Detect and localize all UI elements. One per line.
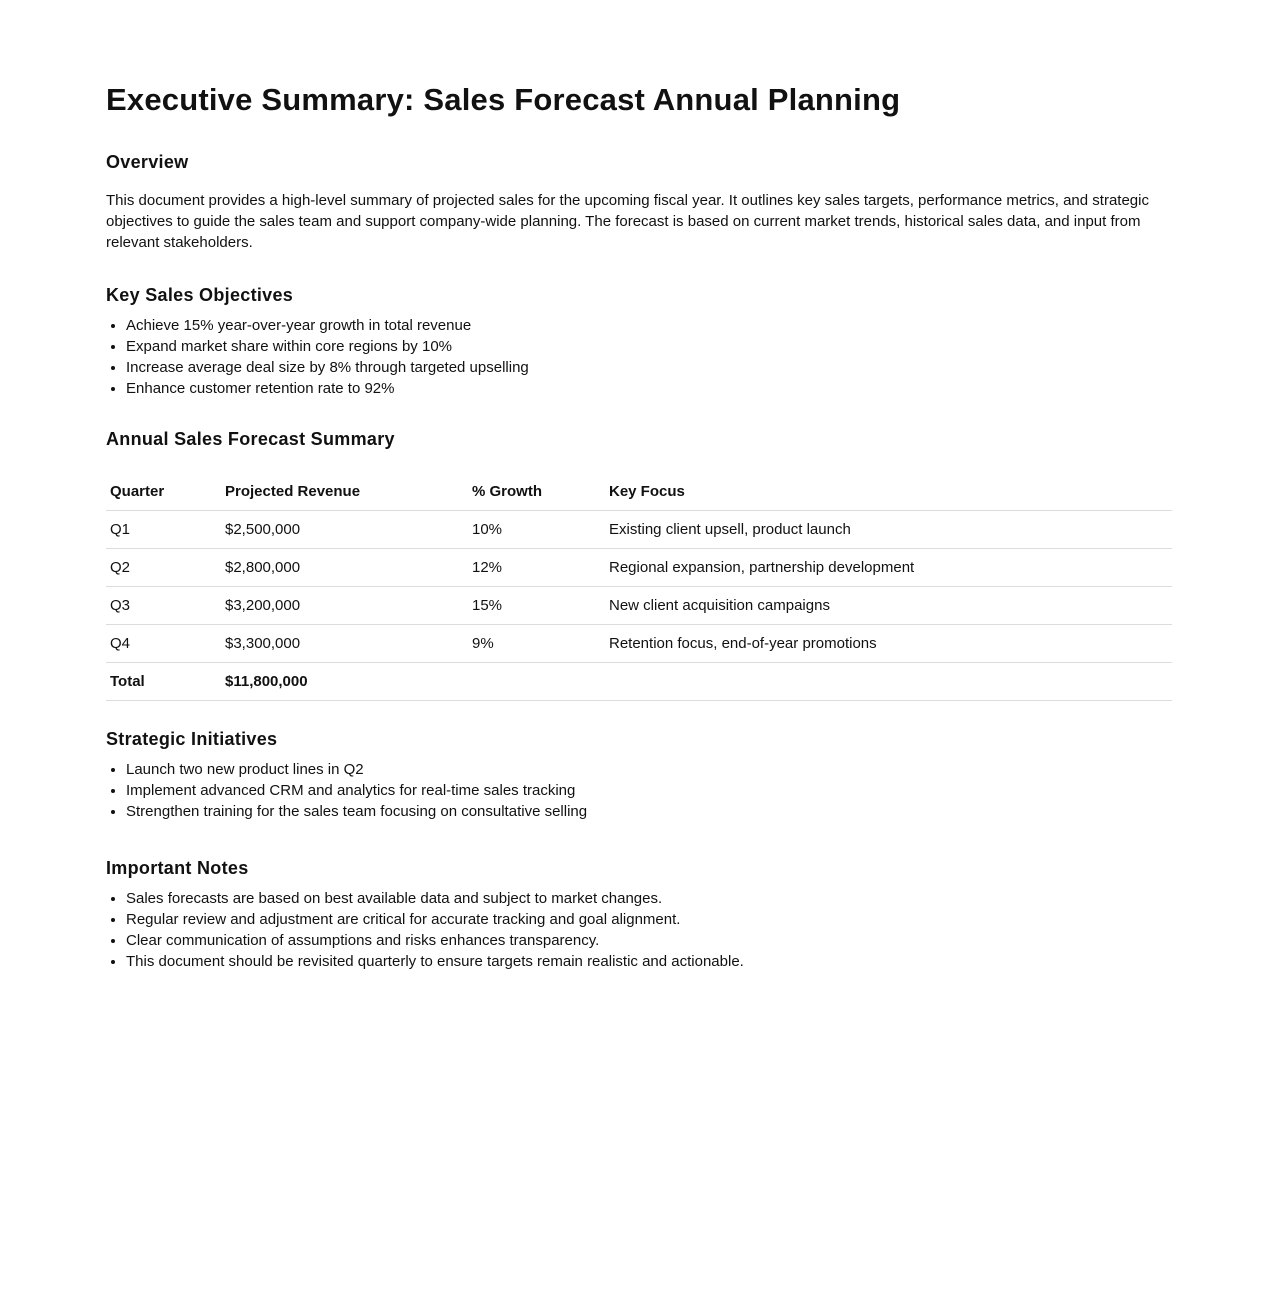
table-cell [468, 662, 605, 701]
table-row: Q1 $2,500,000 10% Existing client upsell… [106, 510, 1172, 549]
table-cell: $2,800,000 [221, 548, 468, 587]
notes-heading: Important Notes [106, 858, 249, 878]
table-cell: $3,200,000 [221, 586, 468, 625]
table-cell: Q1 [106, 510, 221, 549]
table-cell: Regional expansion, partnership developm… [605, 548, 1172, 587]
list-item: Strengthen training for the sales team f… [126, 801, 1172, 822]
table-cell: 9% [468, 624, 605, 663]
table-cell: $3,300,000 [221, 624, 468, 663]
initiatives-section: Strategic Initiatives Launch two new pro… [106, 727, 1172, 822]
objectives-heading: Key Sales Objectives [106, 285, 294, 305]
table-cell: New client acquisition campaigns [605, 586, 1172, 625]
list-item: Regular review and adjustment are critic… [126, 909, 1172, 930]
overview-text: This document provides a high-level summ… [106, 192, 1149, 251]
list-item: Launch two new product lines in Q2 [126, 759, 1172, 780]
list-item: Enhance customer retention rate to 92% [126, 378, 1172, 399]
column-header: Quarter [106, 473, 221, 511]
table-cell: 10% [468, 510, 605, 549]
table-total-row: Total $11,800,000 [106, 662, 1172, 701]
initiatives-list: Launch two new product lines in Q2 Imple… [106, 759, 1172, 822]
objectives-list: Achieve 15% year-over-year growth in tot… [106, 315, 1172, 399]
table-row: Q4 $3,300,000 9% Retention focus, end-of… [106, 624, 1172, 663]
notes-section: Important Notes Sales forecasts are base… [106, 856, 1172, 972]
list-item: Sales forecasts are based on best availa… [126, 888, 1172, 909]
table-cell: Total [106, 662, 221, 701]
table-cell: Existing client upsell, product launch [605, 510, 1172, 549]
document: Executive Summary: Sales Forecast Annual… [106, 80, 1172, 972]
list-item: Increase average deal size by 8% through… [126, 357, 1172, 378]
table-cell: Q2 [106, 548, 221, 587]
list-item: Implement advanced CRM and analytics for… [126, 780, 1172, 801]
list-item: This document should be revisited quarte… [126, 951, 1172, 972]
table-cell: Q4 [106, 624, 221, 663]
table-cell: $11,800,000 [221, 662, 468, 701]
table-cell: Q3 [106, 586, 221, 625]
page-title: Executive Summary: Sales Forecast Annual… [106, 82, 901, 117]
table-cell: 12% [468, 548, 605, 587]
notes-list: Sales forecasts are based on best availa… [106, 888, 1172, 972]
forecast-heading: Annual Sales Forecast Summary [106, 429, 395, 449]
column-header: Projected Revenue [221, 473, 468, 511]
table-row: Q3 $3,200,000 15% New client acquisition… [106, 586, 1172, 625]
table-cell: 15% [468, 586, 605, 625]
column-header: % Growth [468, 473, 605, 511]
table-cell: Retention focus, end-of-year promotions [605, 624, 1172, 663]
overview-heading: Overview [106, 152, 189, 172]
forecast-section: Annual Sales Forecast Summary Quarter Pr… [106, 427, 1172, 701]
table-row: Q2 $2,800,000 12% Regional expansion, pa… [106, 548, 1172, 587]
column-header: Key Focus [605, 473, 1172, 511]
list-item: Clear communication of assumptions and r… [126, 930, 1172, 951]
list-item: Achieve 15% year-over-year growth in tot… [126, 315, 1172, 336]
initiatives-heading: Strategic Initiatives [106, 729, 278, 749]
table-cell: $2,500,000 [221, 510, 468, 549]
list-item: Expand market share within core regions … [126, 336, 1172, 357]
table-cell [605, 662, 1172, 701]
forecast-table: Quarter Projected Revenue % Growth Key F… [106, 473, 1172, 701]
objectives-section: Key Sales Objectives Achieve 15% year-ov… [106, 283, 1172, 399]
table-header-row: Quarter Projected Revenue % Growth Key F… [106, 473, 1172, 511]
